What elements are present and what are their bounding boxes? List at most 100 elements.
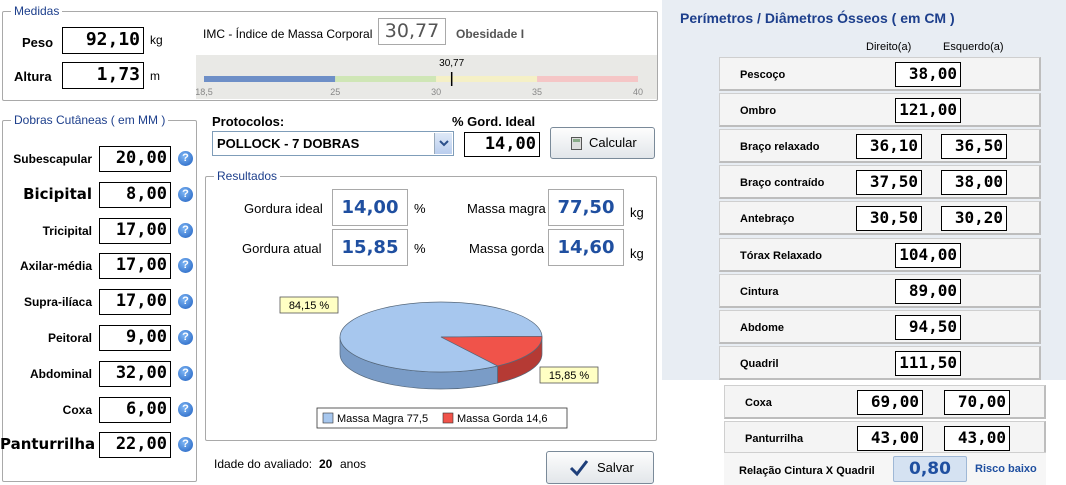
perimetro-esq-field[interactable]: 38,00 bbox=[941, 170, 1007, 196]
legend-entry: Massa Gorda 14,6 bbox=[457, 413, 548, 425]
imc-gauge: 18,5 25 30 35 40 30,77 bbox=[195, 55, 657, 99]
medidas-title: Medidas bbox=[11, 4, 63, 18]
gord-ideal-field[interactable]: 14,00 bbox=[464, 132, 540, 157]
imc-classification: Obesidade I bbox=[456, 27, 525, 41]
dobra-label: Bicipital bbox=[23, 184, 92, 203]
massa-gorda-unit: kg bbox=[630, 246, 644, 261]
chevron-down-icon[interactable] bbox=[434, 133, 452, 154]
pie-slice-massa-gorda bbox=[440, 335, 543, 367]
pie-label-box bbox=[279, 296, 339, 314]
gauge-segment bbox=[537, 76, 638, 82]
peso-field[interactable]: 92,10 bbox=[62, 27, 144, 54]
gauge-tick-label: 18,5 bbox=[196, 87, 213, 97]
perimetro-dir-field[interactable]: 30,50 bbox=[856, 206, 922, 232]
perimetro-row: Cintura 89,00 bbox=[719, 273, 1041, 308]
pie-chart-svg: 84,15 % 15,85 % Massa Magra 77,5 Massa Gord… bbox=[279, 296, 599, 429]
perimetro-dir-field[interactable]: 69,00 bbox=[857, 389, 923, 415]
perimetro-field[interactable]: 94,50 bbox=[895, 314, 961, 340]
perimetro-label: Antebraço bbox=[740, 213, 795, 226]
perimetro-esq-field[interactable]: 30,20 bbox=[941, 206, 1007, 232]
help-icon[interactable]: ? bbox=[178, 437, 193, 453]
perimetro-dir-field[interactable]: 37,50 bbox=[856, 170, 922, 196]
gauge-segment bbox=[204, 76, 336, 82]
perimetro-row: Braço relaxado 36,10 36,50 bbox=[719, 129, 1041, 164]
perimetro-label: Cintura bbox=[740, 285, 779, 298]
perimetro-row: Quadril 111,50 bbox=[719, 345, 1041, 380]
perimetro-label: Braço contraído bbox=[740, 177, 825, 190]
perimetro-esq-field[interactable]: 70,00 bbox=[944, 389, 1010, 415]
perimetro-dir-field[interactable]: 43,00 bbox=[857, 426, 923, 451]
relacao-label: Relação Cintura X Quadril bbox=[739, 465, 875, 477]
dobra-field[interactable]: 20,00 bbox=[99, 146, 171, 172]
dobras-title: Dobras Cutâneas ( em MM ) bbox=[11, 113, 169, 127]
check-icon bbox=[569, 460, 589, 477]
dobra-field[interactable]: 9,00 bbox=[99, 325, 171, 351]
gordura-atual-value: 15,85 bbox=[332, 229, 408, 266]
legend-swatch bbox=[442, 412, 454, 424]
dobra-label: Supra-ilíaca bbox=[23, 295, 92, 310]
calcular-button[interactable]: Calcular bbox=[550, 127, 655, 159]
perimetro-esq-field[interactable]: 36,50 bbox=[941, 134, 1007, 160]
perimetro-field[interactable]: 104,00 bbox=[895, 242, 961, 268]
perimetro-field[interactable]: 121,00 bbox=[895, 98, 961, 124]
dobra-label: Abdominal bbox=[30, 366, 92, 381]
altura-unit: m bbox=[150, 69, 160, 83]
perimetro-field[interactable]: 89,00 bbox=[895, 278, 961, 304]
dobra-field[interactable]: 17,00 bbox=[99, 289, 171, 316]
help-icon[interactable]: ? bbox=[178, 186, 193, 202]
col-direito-header: Direito(a) bbox=[866, 41, 912, 53]
protocolos-select[interactable]: POLLOCK - 7 DOBRAS bbox=[212, 131, 454, 156]
col-esquerdo-header: Esquerdo(a) bbox=[943, 41, 1004, 53]
perimetro-label: Quadril bbox=[740, 357, 779, 370]
imc-label: IMC - Índice de Massa Corporal bbox=[203, 27, 373, 41]
dobra-field[interactable]: 22,00 bbox=[99, 432, 171, 459]
salvar-button[interactable]: Salvar bbox=[546, 451, 654, 484]
perimetro-field[interactable]: 111,50 bbox=[895, 350, 961, 376]
dobra-label: Tricipital bbox=[42, 223, 92, 238]
idade-label: Idade do avaliado: bbox=[214, 457, 313, 471]
massa-magra-label: Massa magra bbox=[467, 201, 546, 216]
altura-field[interactable]: 1,73 bbox=[62, 62, 144, 89]
perimetro-label: Ombro bbox=[740, 105, 777, 118]
perimetro-row: Antebraço 30,50 30,20 bbox=[719, 201, 1041, 236]
help-icon[interactable]: ? bbox=[178, 151, 193, 166]
help-icon[interactable]: ? bbox=[178, 222, 193, 238]
idade-value: 20 bbox=[319, 457, 333, 471]
help-icon[interactable]: ? bbox=[178, 330, 193, 345]
pie-legend bbox=[316, 407, 568, 429]
perimetro-label: Pescoço bbox=[740, 69, 786, 81]
dobra-label: Coxa bbox=[62, 402, 92, 417]
dobra-field[interactable]: 17,00 bbox=[99, 217, 171, 244]
dobra-field[interactable]: 6,00 bbox=[99, 396, 171, 423]
help-icon[interactable]: ? bbox=[178, 294, 193, 310]
massa-gorda-value: 14,60 bbox=[548, 229, 624, 266]
idade-unit: anos bbox=[340, 457, 367, 471]
altura-label: Altura bbox=[14, 69, 52, 84]
help-icon[interactable]: ? bbox=[178, 365, 193, 381]
gordura-ideal-value: 14,00 bbox=[332, 189, 408, 226]
pie-chart: 84,15 % 15,85 % Massa Magra 77,5 Massa Gord… bbox=[206, 280, 656, 440]
dobra-field[interactable]: 8,00 bbox=[99, 181, 171, 208]
help-icon[interactable]: ? bbox=[178, 401, 193, 417]
dobra-field[interactable]: 32,00 bbox=[99, 360, 171, 387]
perimetro-field[interactable]: 38,00 bbox=[895, 62, 961, 87]
perimetro-label: Coxa bbox=[745, 396, 772, 409]
relacao-row bbox=[724, 452, 1046, 485]
dobra-field[interactable]: 17,00 bbox=[99, 253, 171, 280]
salvar-label: Salvar bbox=[597, 460, 634, 475]
resultados-title: Resultados bbox=[214, 169, 281, 183]
gordura-atual-label: Gordura atual bbox=[242, 241, 322, 256]
imc-value: 30,77 bbox=[378, 18, 446, 45]
gord-ideal-label: % Gord. Ideal bbox=[452, 114, 536, 129]
gauge-segment bbox=[436, 76, 538, 82]
protocolos-label: Protocolos: bbox=[212, 114, 285, 129]
perimetro-esq-field[interactable]: 43,00 bbox=[944, 426, 1010, 451]
calcular-label: Calcular bbox=[589, 135, 637, 150]
perimetro-dir-field[interactable]: 36,10 bbox=[856, 134, 922, 160]
gordura-atual-unit: % bbox=[414, 241, 426, 256]
gauge-segment bbox=[335, 76, 437, 82]
perimetro-row: Panturrilha 43,00 43,00 bbox=[724, 421, 1046, 455]
help-icon[interactable]: ? bbox=[178, 258, 193, 274]
dobra-label: Subescapular bbox=[13, 152, 92, 166]
relacao-risk: Risco baixo bbox=[975, 463, 1037, 475]
